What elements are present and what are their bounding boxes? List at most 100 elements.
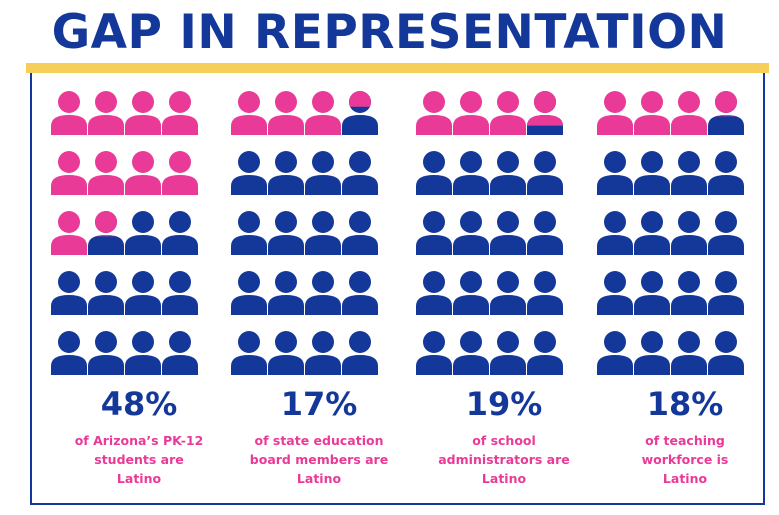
description-line: of school — [472, 433, 536, 448]
person-icon — [416, 151, 452, 195]
person-icon — [708, 271, 744, 315]
description-line: administrators are — [438, 452, 570, 467]
person-icon — [416, 331, 452, 375]
person-icon — [125, 211, 161, 255]
percent-label: 19% — [465, 385, 543, 423]
person-icon — [268, 151, 304, 195]
person-icon — [453, 91, 489, 135]
panel-administrators: 19% of school administrators are Latino — [415, 88, 593, 498]
person-icon — [634, 331, 670, 375]
description-line: workforce is — [641, 452, 729, 467]
person-icon — [527, 91, 563, 135]
person-icon — [162, 151, 198, 195]
person-icon — [671, 91, 707, 135]
percent-label: 48% — [100, 385, 178, 423]
person-icon — [597, 331, 633, 375]
person-icon — [305, 331, 341, 375]
description: of state education board members are Lat… — [230, 431, 408, 488]
panel-teachers: 18% of teaching workforce is Latino — [596, 88, 774, 498]
person-icon — [305, 211, 341, 255]
description: of Arizona’s PK-12 students are Latino — [50, 431, 228, 488]
page-title: GAP IN REPRESENTATION — [51, 5, 728, 60]
person-icon — [453, 331, 489, 375]
person-icon — [125, 91, 161, 135]
description: of school administrators are Latino — [415, 431, 593, 488]
chart-frame — [30, 73, 765, 505]
person-icon — [125, 151, 161, 195]
person-icon — [342, 271, 378, 315]
person-icon — [88, 331, 124, 375]
person-icon — [671, 211, 707, 255]
panel-students: 48% of Arizona’s PK-12 students are Lati… — [50, 88, 228, 498]
person-icon — [708, 211, 744, 255]
person-icon — [453, 271, 489, 315]
accent-bar — [26, 63, 769, 73]
description-line: Latino — [481, 471, 527, 486]
person-icon — [268, 211, 304, 255]
person-icon — [634, 151, 670, 195]
person-icon — [342, 151, 378, 195]
person-icon — [88, 151, 124, 195]
person-icon — [88, 91, 124, 135]
person-icon — [490, 151, 526, 195]
percent-label: 17% — [280, 385, 358, 423]
person-icon — [231, 151, 267, 195]
person-icon — [88, 211, 124, 255]
person-icon — [634, 91, 670, 135]
person-icon — [51, 151, 87, 195]
person-icon — [453, 211, 489, 255]
person-icon — [231, 91, 267, 135]
person-icon — [231, 271, 267, 315]
description-line: of Arizona’s PK-12 — [74, 433, 204, 448]
person-icon — [162, 271, 198, 315]
person-icon — [88, 271, 124, 315]
person-icon — [597, 91, 633, 135]
person-icon — [527, 331, 563, 375]
description-line: Latino — [296, 471, 342, 486]
person-icon — [51, 331, 87, 375]
pictogram-board-members — [231, 91, 378, 375]
description-line: Latino — [662, 471, 708, 486]
person-icon — [51, 211, 87, 255]
person-icon — [125, 271, 161, 315]
person-icon — [708, 91, 744, 135]
person-icon — [671, 271, 707, 315]
person-icon — [231, 331, 267, 375]
person-icon — [671, 151, 707, 195]
person-icon — [268, 271, 304, 315]
pictogram-teachers — [597, 91, 744, 375]
person-icon — [597, 151, 633, 195]
person-icon — [490, 211, 526, 255]
person-icon — [305, 91, 341, 135]
person-icon — [708, 331, 744, 375]
person-icon — [268, 331, 304, 375]
person-icon — [597, 271, 633, 315]
person-icon — [268, 91, 304, 135]
person-icon — [342, 211, 378, 255]
person-icon — [453, 151, 489, 195]
person-icon — [527, 211, 563, 255]
description-line: Latino — [116, 471, 162, 486]
pictogram-students — [51, 91, 198, 375]
person-icon — [416, 211, 452, 255]
person-icon — [634, 271, 670, 315]
person-icon — [490, 271, 526, 315]
description-line: students are — [94, 452, 184, 467]
person-icon — [490, 91, 526, 135]
person-icon — [490, 331, 526, 375]
person-icon — [162, 331, 198, 375]
person-icon — [342, 91, 378, 135]
description-line: of teaching — [645, 433, 725, 448]
person-icon — [51, 91, 87, 135]
person-icon — [342, 331, 378, 375]
percent-label: 18% — [646, 385, 724, 423]
person-icon — [231, 211, 267, 255]
person-icon — [162, 211, 198, 255]
person-icon — [708, 151, 744, 195]
description-line: of state education — [254, 433, 384, 448]
description: of teaching workforce is Latino — [596, 431, 774, 488]
person-icon — [51, 271, 87, 315]
person-icon — [416, 91, 452, 135]
person-icon — [125, 331, 161, 375]
person-icon — [305, 151, 341, 195]
